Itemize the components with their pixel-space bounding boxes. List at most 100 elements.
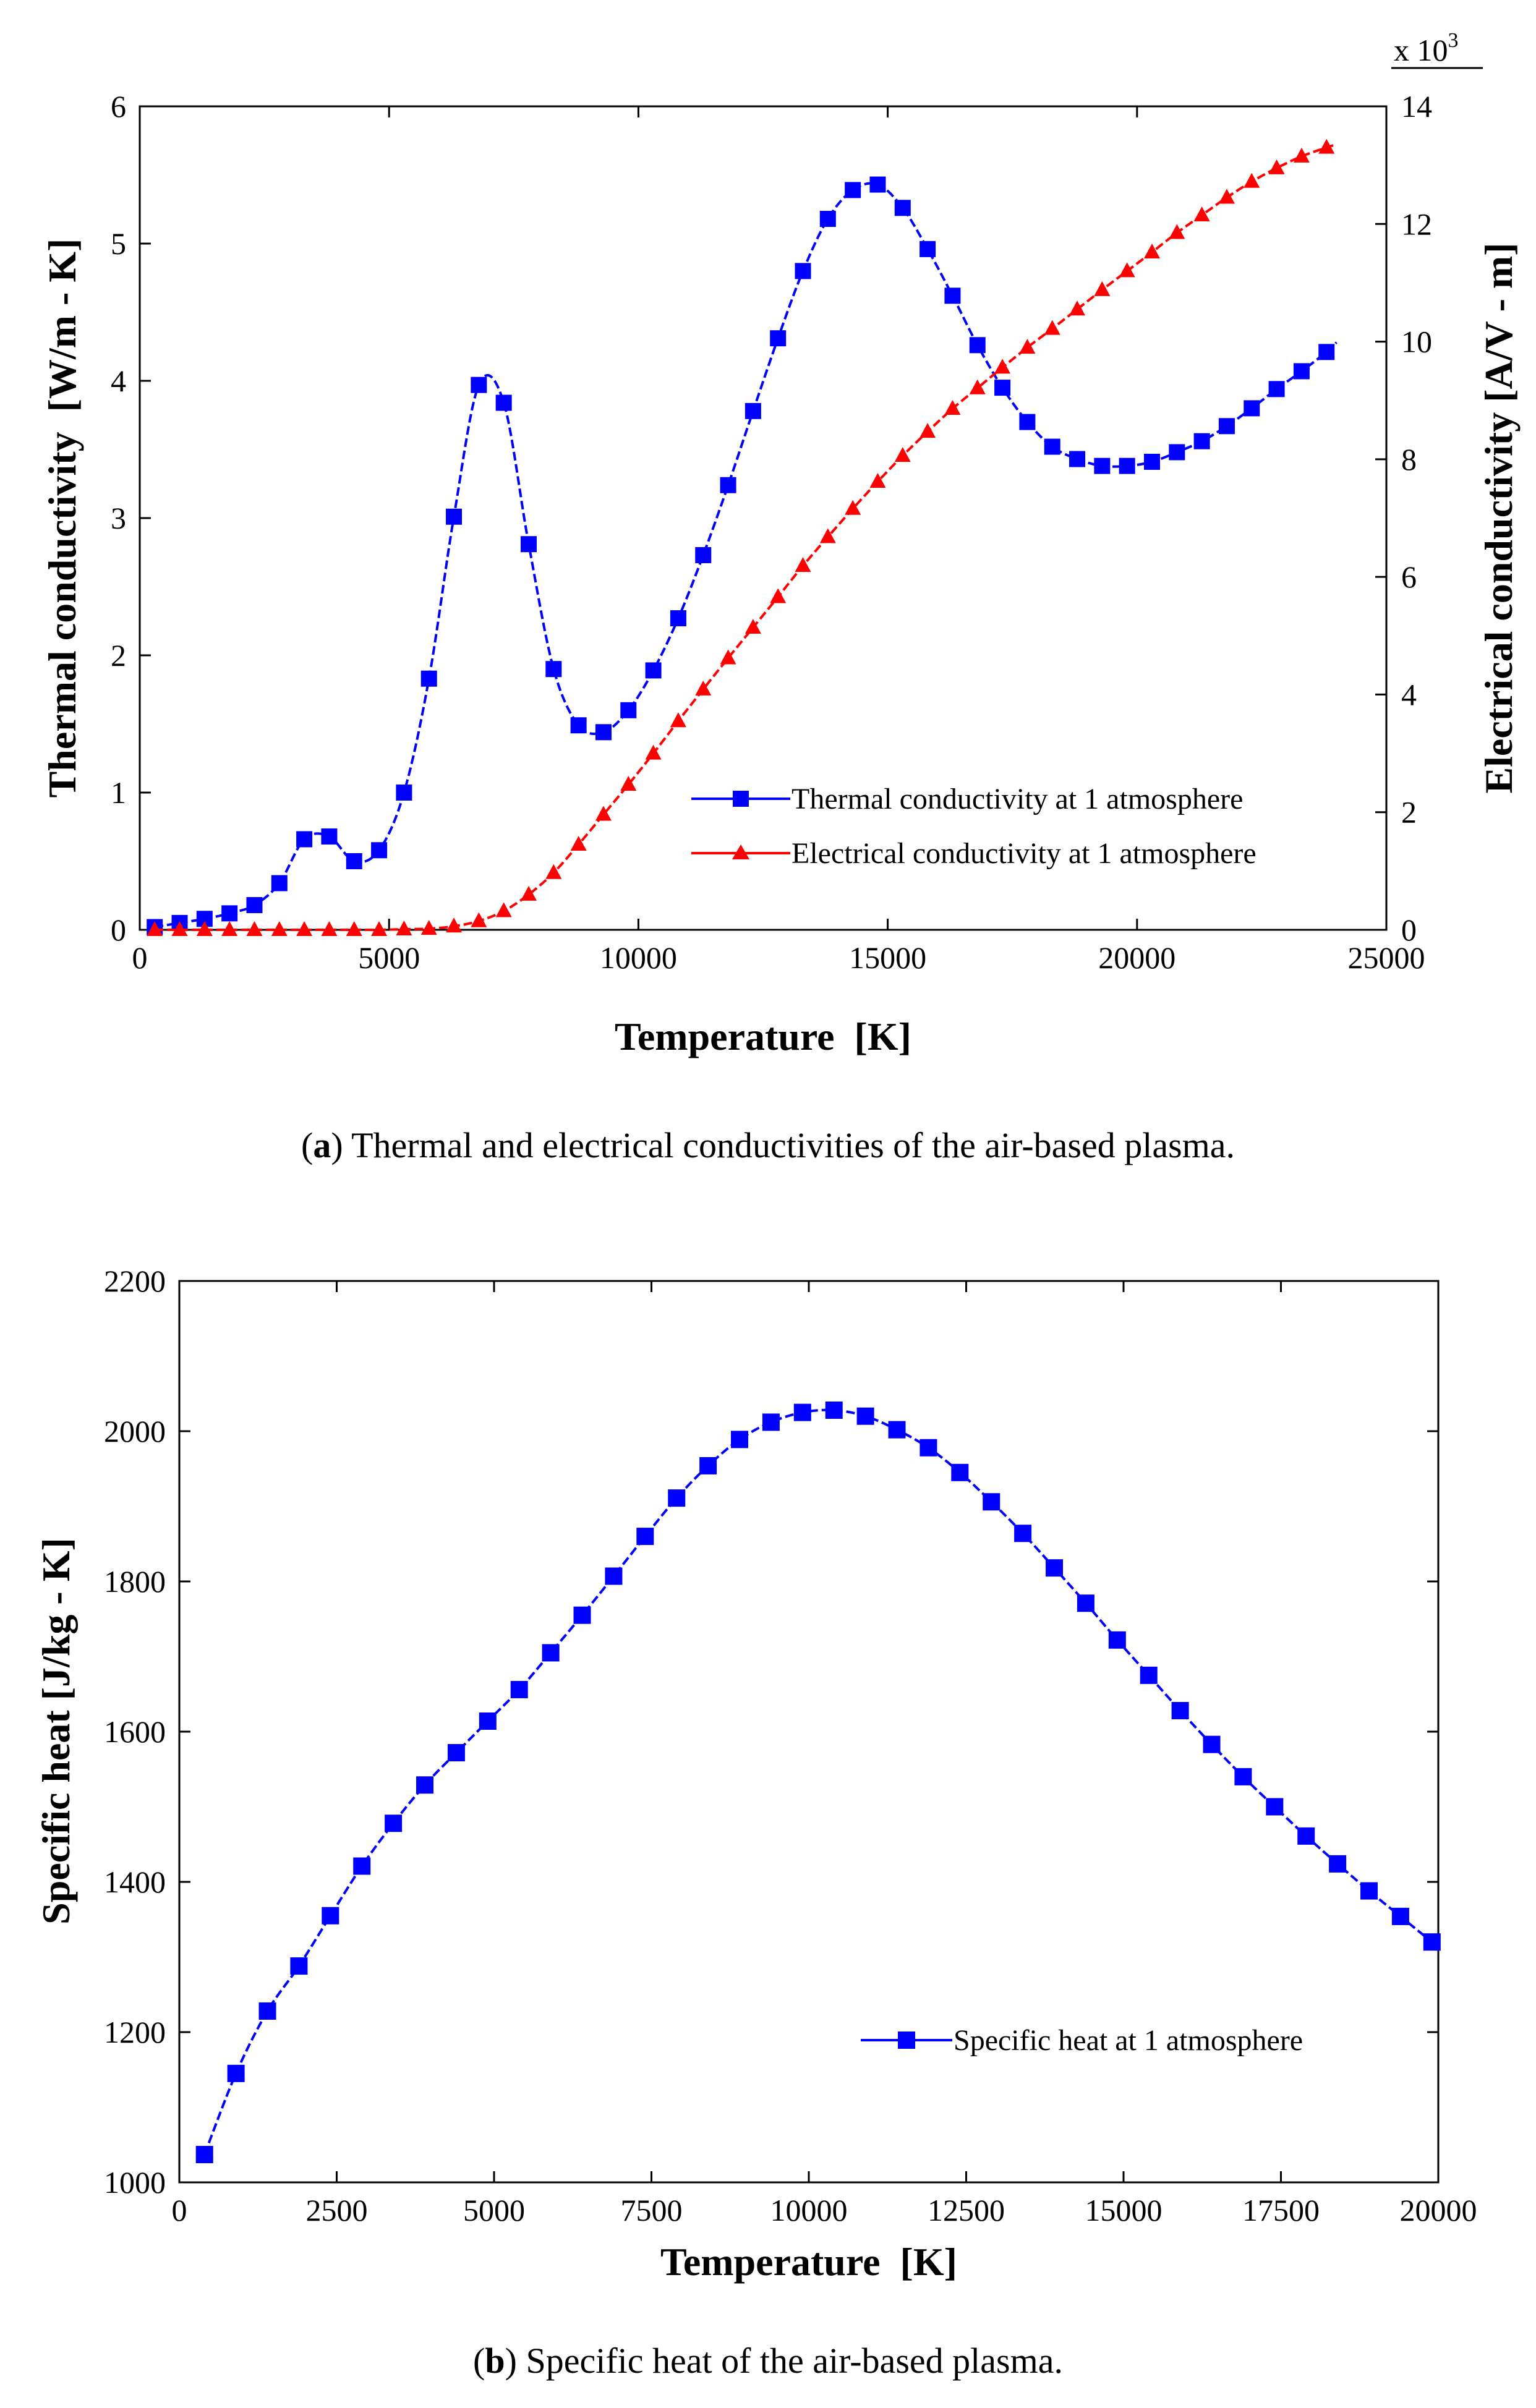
chart-a-series-line-0 xyxy=(154,182,1338,929)
chart-a-y2-ticks: 0 2 4 6 8 10 12 14 xyxy=(1375,89,1432,947)
chart-b-point-8 xyxy=(447,1744,465,1762)
chart-b-y-tick-label-0: 1000 xyxy=(104,2165,166,2200)
chart-a-x-tick-label-5: 25000 xyxy=(1348,940,1425,975)
chart-a-point-thermal-10 xyxy=(396,785,412,801)
chart-b-point-21 xyxy=(856,1407,874,1425)
chart-a-point-electrical-39 xyxy=(1119,262,1135,278)
chart-a-point-thermal-7 xyxy=(321,828,338,845)
chart-a-y-tick-label-3: 3 xyxy=(111,501,126,535)
chart-a-point-thermal-22 xyxy=(695,547,712,563)
chart-a-point-thermal-4 xyxy=(246,897,263,914)
chart-a-y2-axis-title: Electrical conductivity [A/V - m] xyxy=(1477,242,1521,793)
chart-a-point-electrical-19 xyxy=(620,775,637,791)
chart-b-point-39 xyxy=(1423,1933,1441,1951)
chart-a-point-electrical-26 xyxy=(795,557,811,572)
chart-b-point-15 xyxy=(668,1489,686,1507)
chart-a-point-electrical-2 xyxy=(196,921,213,936)
chart-a-point-electrical-32 xyxy=(944,400,961,415)
chart-b-point-14 xyxy=(636,1528,654,1546)
chart-b-y-tick-label-6: 2200 xyxy=(104,1264,166,1298)
chart-a-point-electrical-11 xyxy=(420,920,437,935)
chart-b-caption: (b) Specific heat of the air-based plasm… xyxy=(473,2341,1063,2381)
chart-a-point-thermal-13 xyxy=(471,377,487,393)
chart-a-point-electrical-25 xyxy=(770,588,787,603)
chart-a-point-electrical-31 xyxy=(919,423,936,438)
legend-marker-electrical xyxy=(732,845,749,859)
chart-a-point-thermal-20 xyxy=(645,662,662,679)
chart-a-point-electrical-1 xyxy=(171,921,188,936)
chart-a-y-ticks: 0 1 2 3 4 5 6 xyxy=(111,89,151,947)
chart-b-x-tick-label-0: 0 xyxy=(172,2193,187,2227)
chart-a-point-electrical-28 xyxy=(845,500,861,515)
chart-a-point-thermal-19 xyxy=(620,702,637,718)
chart-a-point-thermal-44 xyxy=(1244,400,1260,417)
chart-a-point-electrical-27 xyxy=(819,528,836,543)
chart-a-point-thermal-28 xyxy=(845,182,861,198)
chart-a-y2-multiplier-exponent: 3 xyxy=(1448,29,1459,52)
chart-a-y2-tick-label-5: 10 xyxy=(1401,325,1432,359)
chart-a-y-tick-label-4: 4 xyxy=(111,364,126,398)
chart-a-point-thermal-42 xyxy=(1193,433,1210,449)
chart-a-point-electrical-38 xyxy=(1094,281,1111,296)
chart-b-x-tick-label-4: 10000 xyxy=(770,2193,848,2227)
chart-a-point-thermal-15 xyxy=(520,536,537,553)
chart-b-point-24 xyxy=(951,1463,969,1481)
chart-b-point-25 xyxy=(983,1493,1001,1511)
chart-b-y-tick-label-5: 2000 xyxy=(104,1414,166,1449)
chart-a-y-tick-label-0: 0 xyxy=(111,913,126,947)
chart-a-point-thermal-38 xyxy=(1094,457,1111,474)
chart-a-point-electrical-29 xyxy=(869,473,886,488)
chart-a-point-electrical-21 xyxy=(670,712,686,728)
chart-b-point-30 xyxy=(1140,1666,1158,1684)
chart-a-point-thermal-41 xyxy=(1169,444,1185,461)
chart-a-x-tick-label-0: 0 xyxy=(132,940,148,975)
chart-b-point-33 xyxy=(1234,1768,1252,1785)
chart-a-point-thermal-26 xyxy=(795,263,811,279)
chart-b-point-17 xyxy=(731,1431,749,1449)
chart-b-y-ticks: 1000 1200 1400 1600 1800 2000 2200 xyxy=(104,1264,1438,2200)
chart-b-point-28 xyxy=(1077,1594,1094,1612)
chart-a-point-thermal-9 xyxy=(371,842,388,859)
chart-b-point-32 xyxy=(1203,1735,1221,1753)
chart-b-point-16 xyxy=(699,1457,717,1474)
chart-a-y2-tick-label-4: 8 xyxy=(1401,442,1417,477)
chart-a-point-thermal-27 xyxy=(819,211,836,228)
chart-a-point-thermal-45 xyxy=(1268,381,1285,398)
chart-a-point-thermal-3 xyxy=(221,905,238,922)
chart-b-y-tick-label-1: 1200 xyxy=(104,2015,166,2049)
chart-b-point-4 xyxy=(322,1907,339,1925)
legend-label-thermal: Thermal conductivity at 1 atmosphere xyxy=(791,783,1243,815)
chart-b-point-26 xyxy=(1014,1525,1032,1542)
chart-a-x-tick-label-1: 5000 xyxy=(358,940,420,975)
chart-a-point-electrical-17 xyxy=(570,836,587,851)
legend-marker-thermal xyxy=(733,791,749,807)
chart-b-x-tick-label-7: 17500 xyxy=(1242,2193,1320,2227)
chart-a-point-thermal-25 xyxy=(770,330,787,347)
chart-a-y-axis-title: Thermal conductivity [W/m - K] xyxy=(40,239,84,798)
chart-a-point-electrical-20 xyxy=(645,744,662,760)
chart-a-point-electrical-46 xyxy=(1293,147,1310,163)
chart-a-y2-tick-label-0: 0 xyxy=(1401,913,1417,947)
chart-b-point-0 xyxy=(195,2146,213,2164)
chart-b-point-2 xyxy=(258,2002,276,2020)
chart-b-y-tick-label-4: 1800 xyxy=(104,1564,166,1599)
chart-a-point-electrical-41 xyxy=(1169,224,1185,239)
legend-label-specific-heat: Specific heat at 1 atmosphere xyxy=(954,2024,1303,2057)
chart-b-legend: Specific heat at 1 atmosphere xyxy=(861,2024,1303,2057)
chart-a-point-thermal-47 xyxy=(1318,344,1335,360)
chart-a-point-thermal-11 xyxy=(420,670,437,687)
chart-a-point-electrical-0 xyxy=(147,921,163,936)
chart-a-x-tick-label-3: 15000 xyxy=(849,940,926,975)
chart-b-point-12 xyxy=(573,1606,591,1624)
chart-a-point-electrical-43 xyxy=(1218,189,1235,204)
chart-a-point-electrical-23 xyxy=(720,649,736,665)
chart-a-point-electrical-14 xyxy=(495,902,512,917)
chart-a-point-electrical-10 xyxy=(396,921,412,936)
chart-b-x-axis-title: Temperature [K] xyxy=(660,2240,957,2284)
chart-a-point-electrical-47 xyxy=(1318,138,1335,154)
chart-a-point-thermal-33 xyxy=(969,337,986,354)
chart-a-point-thermal-30 xyxy=(894,200,911,216)
chart-a-point-thermal-17 xyxy=(570,717,587,734)
chart-a-y-tick-label-1: 1 xyxy=(111,775,126,810)
chart-b-point-35 xyxy=(1297,1827,1315,1845)
